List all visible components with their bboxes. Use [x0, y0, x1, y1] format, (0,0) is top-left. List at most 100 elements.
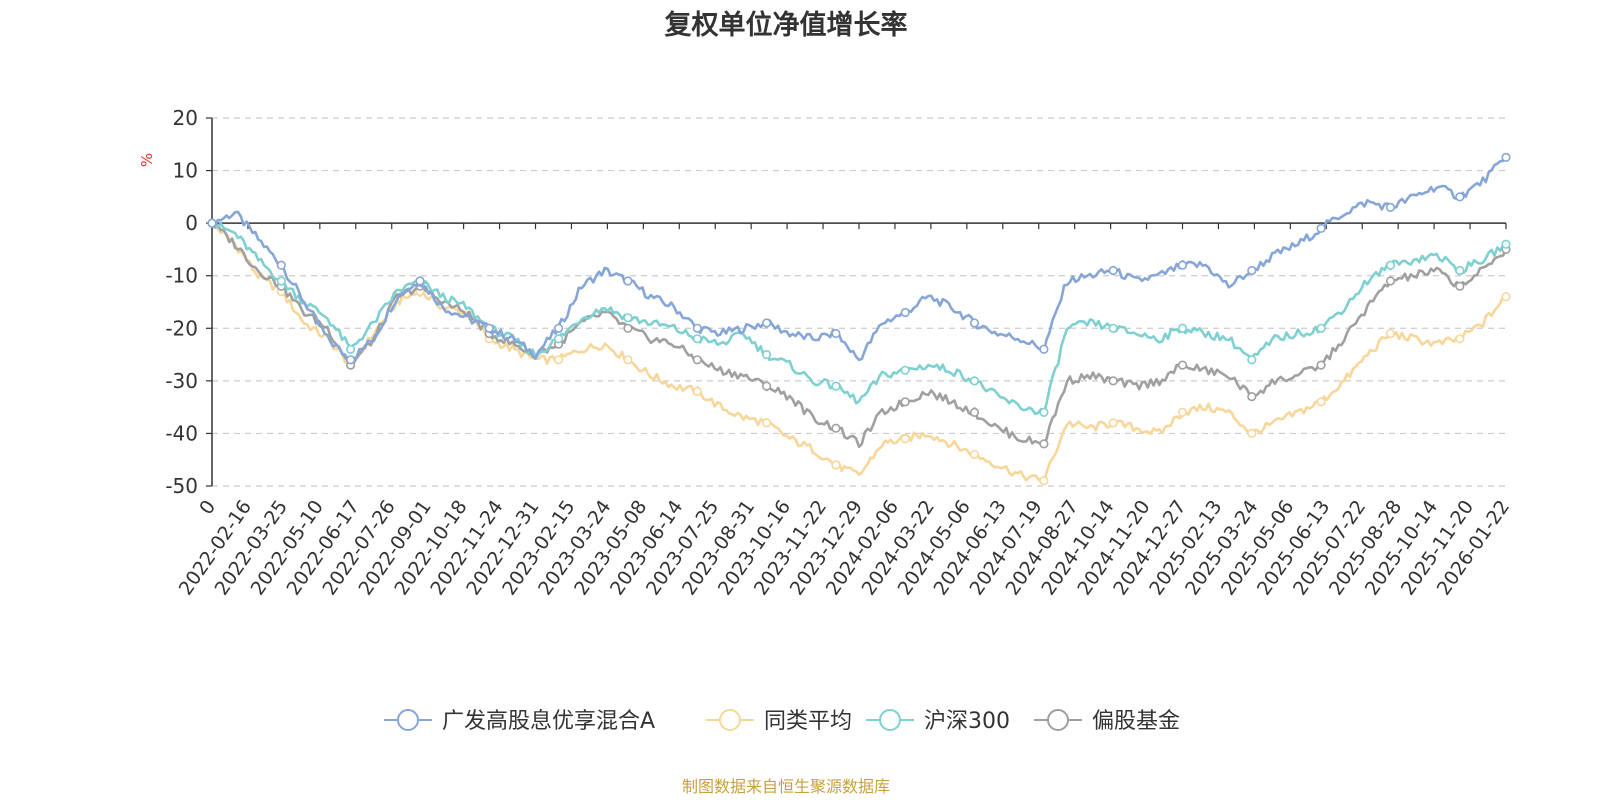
series-0-point-9	[415, 276, 425, 286]
series-2-point-18	[623, 313, 633, 323]
series-2-point-48	[1316, 323, 1326, 333]
series-0-point-42	[1177, 260, 1188, 270]
series-2-point-54	[1455, 265, 1465, 276]
series-0	[207, 152, 1511, 365]
y-axis-unit: %	[138, 153, 156, 167]
series-3-point-33	[969, 407, 980, 418]
x-axis: 02022-02-162022-03-252022-05-102022-06-1…	[175, 222, 1514, 599]
legend-item-3[interactable]: 偏股基金	[1034, 709, 1180, 734]
series-1-point-30	[900, 434, 910, 444]
legend-label-3: 偏股基金	[1092, 709, 1180, 734]
y-tick-label-4: -20	[165, 316, 198, 340]
series-2-point-33	[969, 376, 980, 386]
legend-item-1[interactable]: 同类平均	[706, 709, 852, 734]
series-3-point-21	[692, 355, 702, 365]
series-1-point-15	[553, 355, 564, 365]
series-0-point-56	[1501, 152, 1511, 162]
series-line-0	[211, 156, 1508, 365]
y-tick-label-6: -40	[165, 421, 198, 445]
series-3-point-30	[900, 397, 910, 407]
series-1-point-36	[1039, 476, 1049, 486]
legend-swatch-marker-2	[879, 709, 901, 731]
series-3-point-54	[1455, 281, 1465, 291]
series-1-point-39	[1108, 418, 1118, 428]
series-1-point-21	[692, 386, 702, 397]
grid-lines	[212, 117, 1506, 487]
series-2-point-15	[553, 334, 564, 344]
chart-title: 复权单位净值增长率	[665, 9, 908, 41]
series-0-point-54	[1455, 192, 1465, 202]
legend-label-2: 沪深300	[924, 709, 1010, 734]
series-0-point-0	[207, 218, 217, 228]
series-line-2	[211, 222, 1507, 416]
series-1-point-48	[1316, 397, 1326, 407]
series-3-point-24	[761, 381, 772, 391]
y-tick-label-7: -50	[165, 474, 198, 498]
series-2-point-3	[276, 276, 286, 286]
legend-swatch-marker-3	[1047, 709, 1069, 731]
series-3-point-39	[1108, 376, 1118, 386]
series-0-point-30	[900, 307, 910, 318]
series-0-point-12	[484, 323, 494, 333]
series-1-point-18	[623, 355, 633, 365]
series-1-point-24	[761, 418, 772, 428]
series-line-1	[211, 222, 1507, 484]
y-axis: 20 10 0 -10 -20 -30 -40 -50	[165, 106, 213, 498]
series-1-point-27	[831, 460, 841, 470]
y-tick-label-3: -10	[165, 264, 198, 288]
series-1-point-51	[1385, 328, 1396, 339]
legend-swatch-marker-1	[719, 709, 741, 731]
series-2-point-36	[1039, 407, 1049, 418]
series-3-point-42	[1177, 360, 1188, 370]
series-0-point-33	[969, 318, 980, 328]
series-3-point-51	[1385, 276, 1396, 286]
legend-item-0[interactable]: 广发高股息优享混合A	[384, 709, 655, 734]
series-0-point-27	[831, 328, 841, 339]
series-0-point-6	[346, 355, 356, 365]
series-2-point-56	[1501, 239, 1511, 249]
data-source-note: 制图数据来自恒生聚源数据库	[682, 777, 890, 796]
series-2-point-45	[1247, 355, 1257, 365]
series-0-point-36	[1039, 344, 1049, 354]
series-2-point-21	[692, 334, 702, 344]
series-layer	[207, 152, 1511, 486]
series-3-point-27	[831, 423, 841, 433]
y-tick-label-0: 20	[173, 106, 198, 130]
legend-item-2[interactable]: 沪深300	[866, 709, 1010, 734]
series-0-point-18	[623, 276, 633, 286]
series-1-point-54	[1455, 334, 1465, 344]
legend-label-0: 广发高股息优享混合A	[442, 709, 655, 734]
y-tick-label-5: -30	[165, 369, 198, 393]
y-tick-label-1: 10	[173, 159, 198, 183]
series-1-point-42	[1177, 407, 1188, 418]
series-2-point-39	[1108, 323, 1118, 333]
series-1-point-56	[1501, 292, 1511, 302]
series-2-point-42	[1177, 323, 1188, 333]
series-0-point-39	[1108, 265, 1118, 276]
series-2-point-51	[1385, 260, 1396, 270]
y-tick-label-2: 0	[185, 211, 198, 235]
series-0-point-48	[1316, 223, 1326, 233]
legend-swatch-marker-0	[397, 709, 419, 731]
series-3-point-45	[1247, 392, 1257, 402]
series-2-point-24	[761, 350, 772, 360]
series-1-point-33	[969, 449, 980, 460]
series-0-point-45	[1247, 265, 1257, 276]
series-3-point-18	[623, 323, 633, 333]
legend-label-1: 同类平均	[764, 709, 852, 734]
series-2	[207, 218, 1511, 418]
series-0-point-3	[276, 260, 286, 270]
series-3-point-48	[1316, 360, 1326, 370]
series-2-point-6	[346, 344, 356, 354]
series-2-point-27	[831, 381, 841, 391]
series-3	[207, 218, 1511, 449]
x-tick-label-0: 0	[195, 496, 220, 519]
series-0-point-51	[1385, 202, 1396, 212]
series-0-point-24	[761, 318, 772, 328]
series-2-point-30	[900, 365, 910, 375]
series-0-point-15	[553, 323, 564, 333]
series-0-point-21	[692, 323, 702, 333]
series-1-point-45	[1247, 428, 1257, 439]
legend[interactable]: 广发高股息优享混合A 同类平均 沪深300 偏股基金	[384, 709, 1180, 734]
